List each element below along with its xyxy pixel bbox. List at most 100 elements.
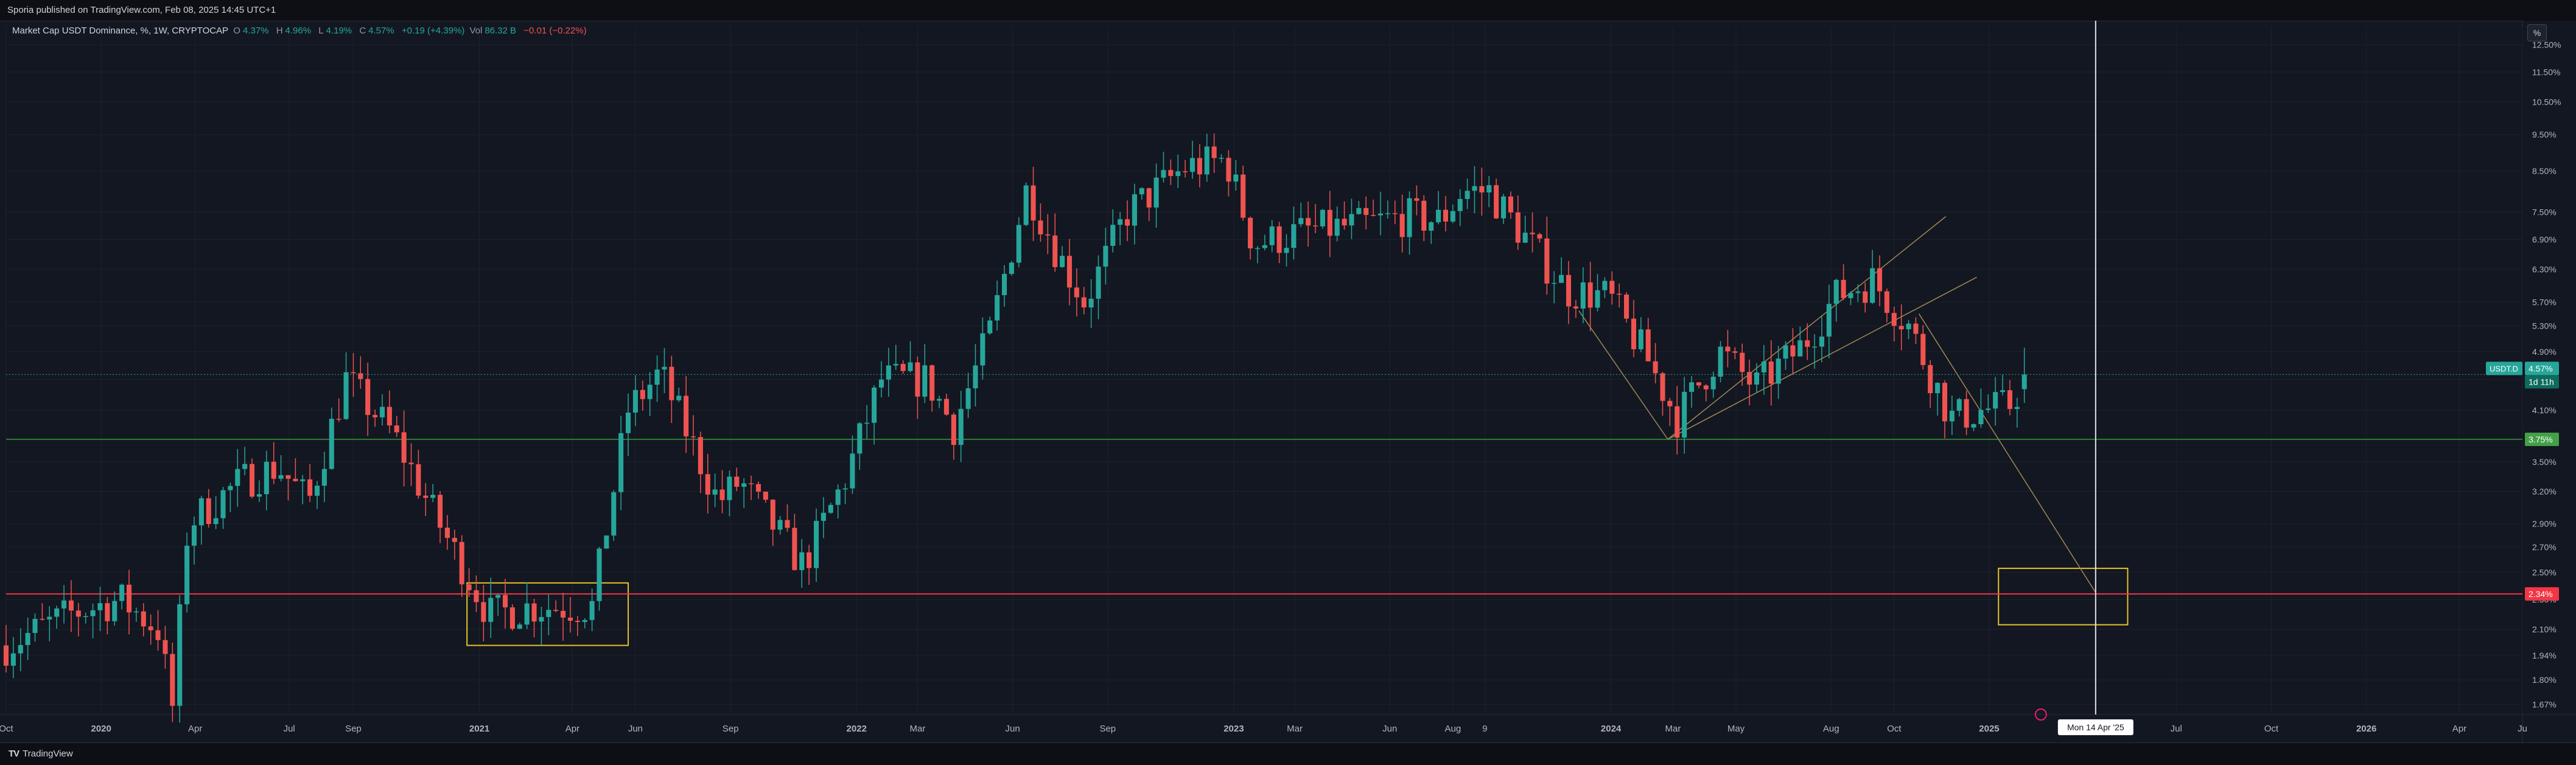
candle-body — [163, 640, 168, 654]
candle-body — [112, 601, 117, 621]
x-tick-label: Apr — [2452, 724, 2466, 734]
candle-body — [1371, 215, 1376, 216]
candle-body — [1248, 217, 1253, 249]
candle-body — [61, 600, 67, 609]
candle-body — [401, 432, 407, 463]
candle-body — [857, 423, 863, 454]
candle-body — [1118, 219, 1123, 225]
candle-body — [698, 437, 703, 475]
candle-body — [755, 484, 761, 492]
candle-body — [379, 407, 385, 417]
candle-body — [1587, 282, 1593, 308]
candle-body — [1906, 323, 1911, 330]
candle-body — [1522, 232, 1528, 243]
candle-body — [1884, 291, 1889, 313]
candle-body — [213, 518, 219, 525]
candle-body — [1060, 256, 1065, 267]
candle-body — [1964, 399, 1969, 428]
candlestick-chart[interactable]: 1.67%1.80%1.94%2.10%2.30%2.50%2.70%2.90%… — [0, 21, 2576, 742]
candle-body — [1595, 290, 1600, 308]
candle-body — [1377, 213, 1384, 215]
candle-body — [40, 618, 45, 620]
candle-body — [459, 542, 464, 585]
tradingview-brand[interactable]: TV TradingView — [9, 749, 73, 759]
candle-body — [886, 365, 891, 380]
candle-body — [1732, 351, 1738, 353]
brand-label: TradingView — [23, 749, 73, 759]
candle-body — [481, 602, 486, 622]
candle-body — [105, 603, 110, 621]
candle-body — [842, 488, 848, 490]
candle-body — [690, 436, 696, 438]
candle-body — [408, 463, 414, 464]
candle-body — [1942, 383, 1948, 422]
candle-body — [1935, 383, 1941, 394]
candle-body — [25, 633, 30, 645]
candle-body — [799, 552, 805, 570]
candle-body — [1638, 329, 1643, 349]
candle-body — [1204, 146, 1209, 175]
candle-body — [329, 419, 334, 469]
candle-body — [307, 479, 313, 496]
candle-body — [872, 387, 877, 423]
candle-body — [1559, 274, 1564, 283]
crosshair-date-bg — [2057, 719, 2133, 735]
candle-body — [1262, 245, 1267, 248]
candle-body — [1479, 186, 1485, 193]
x-tick-label: 2024 — [1601, 724, 1622, 734]
candle-body — [1682, 391, 1687, 438]
candle-body — [980, 333, 985, 366]
candle-body — [807, 552, 812, 568]
candle-body — [18, 644, 23, 654]
candle-body — [1552, 282, 1557, 284]
x-tick-label: 2021 — [469, 724, 489, 734]
y-tick-label: 1.80% — [2532, 675, 2557, 685]
candle-body — [509, 607, 515, 629]
candle-body — [1660, 373, 1665, 401]
x-tick-label: Jun — [1006, 724, 1020, 734]
candle-body — [1486, 185, 1492, 193]
percent-scale-button[interactable]: % — [2527, 24, 2547, 41]
candle-body — [1602, 281, 1608, 290]
candle-body — [1624, 295, 1629, 319]
x-tick-label: Sep — [723, 724, 739, 734]
candle-body — [351, 372, 356, 374]
candle-body — [1443, 209, 1448, 222]
candle-body — [466, 584, 472, 590]
y-tick-label: 12.50% — [2532, 40, 2561, 49]
candle-body — [177, 604, 183, 706]
candle-body — [1226, 158, 1231, 182]
candle-body — [119, 584, 125, 601]
y-tick-label: 1.94% — [2532, 651, 2557, 660]
candle-body — [90, 610, 96, 617]
candle-body — [155, 630, 161, 640]
y-tick-label: 5.30% — [2532, 321, 2557, 331]
y-tick-label: 5.70% — [2532, 297, 2557, 307]
x-tick-label: 9 — [1482, 724, 1487, 734]
candle-body — [785, 520, 790, 528]
candle-body — [184, 545, 190, 604]
candle-body — [734, 477, 740, 487]
x-tick-label: Sep — [345, 724, 362, 734]
published-text: Sporia published on TradingView.com, Feb… — [7, 5, 276, 15]
candle-body — [1776, 358, 1781, 384]
candle-body — [669, 366, 674, 400]
candle-body — [1609, 281, 1615, 294]
candle-body — [1675, 406, 1680, 438]
resistance-label-bg — [2525, 587, 2559, 601]
symbol-legend: Market Cap USDT Dominance, %, 1W, CRYPTO… — [12, 26, 589, 36]
candle-body — [387, 407, 392, 426]
candle-body — [632, 389, 638, 413]
candle-body — [1189, 158, 1195, 172]
candle-body — [206, 498, 211, 525]
candle-body — [1363, 208, 1369, 215]
candle-body — [618, 433, 624, 492]
candle-body — [1001, 274, 1007, 295]
candle-body — [423, 495, 429, 498]
candle-body — [285, 475, 291, 479]
candle-body — [1631, 318, 1636, 349]
candle-body — [141, 611, 146, 627]
candles-group — [3, 133, 2027, 723]
x-tick-label: Jun — [628, 724, 643, 734]
chart-area[interactable]: 1.67%1.80%1.94%2.10%2.30%2.50%2.70%2.90%… — [0, 21, 2576, 742]
